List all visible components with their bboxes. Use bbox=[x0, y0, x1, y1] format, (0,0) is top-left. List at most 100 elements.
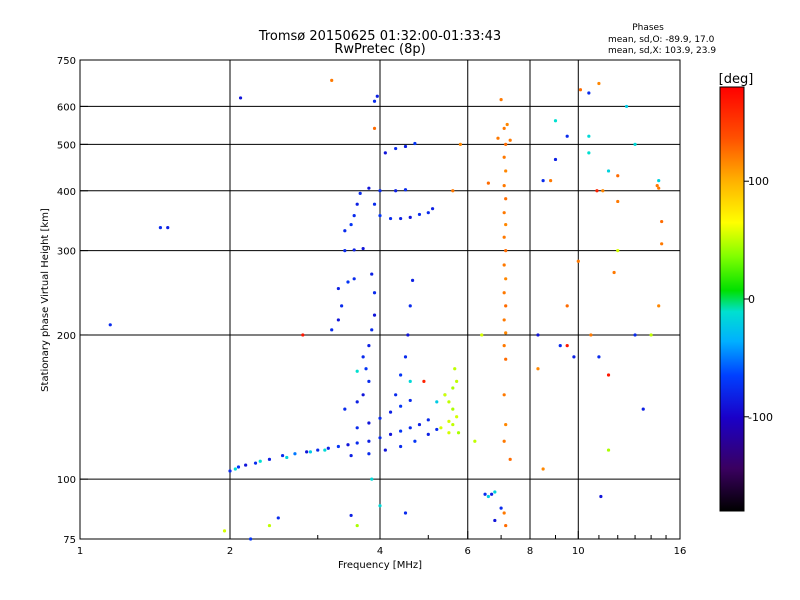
data-point bbox=[504, 422, 508, 427]
data-point bbox=[553, 157, 558, 162]
data-point bbox=[267, 457, 272, 461]
data-point bbox=[565, 344, 569, 348]
data-point bbox=[599, 494, 603, 499]
data-point bbox=[451, 386, 455, 390]
x-tick-label: 1 bbox=[77, 546, 83, 557]
data-point bbox=[541, 179, 545, 183]
y-tick-label: 75 bbox=[63, 535, 76, 546]
data-point bbox=[483, 492, 487, 496]
x-tick-label: 8 bbox=[527, 546, 533, 557]
data-point bbox=[293, 452, 297, 456]
data-point bbox=[378, 189, 382, 193]
data-point bbox=[361, 246, 365, 251]
data-point bbox=[502, 126, 506, 130]
data-point bbox=[435, 427, 439, 432]
data-point bbox=[612, 270, 616, 275]
data-point bbox=[367, 186, 371, 190]
data-point bbox=[355, 441, 359, 445]
data-point bbox=[267, 523, 272, 528]
data-point bbox=[346, 280, 350, 284]
x-tick-label: 2 bbox=[227, 546, 233, 557]
data-point bbox=[499, 506, 503, 510]
x-axis-label: Frequency [MHz] bbox=[338, 560, 422, 571]
data-point bbox=[536, 333, 540, 337]
x-tick-label: 16 bbox=[674, 546, 687, 557]
data-point bbox=[378, 213, 382, 218]
data-point bbox=[504, 222, 508, 227]
y-tick-label: 300 bbox=[57, 247, 76, 258]
data-point bbox=[352, 248, 356, 252]
data-point bbox=[504, 331, 508, 335]
data-point bbox=[323, 448, 327, 452]
data-point bbox=[473, 439, 477, 443]
data-point bbox=[166, 226, 170, 230]
data-point bbox=[372, 202, 377, 206]
data-point bbox=[403, 355, 408, 359]
data-point bbox=[549, 179, 553, 183]
data-point bbox=[394, 146, 398, 151]
data-point bbox=[355, 523, 359, 528]
data-point bbox=[372, 99, 377, 103]
y-axis-ticks: 75 100 200 300 400 500 600 750 bbox=[57, 56, 88, 546]
data-point bbox=[447, 431, 451, 435]
data-point bbox=[367, 421, 371, 425]
data-point bbox=[502, 439, 506, 443]
data-point bbox=[372, 313, 377, 317]
data-point bbox=[504, 304, 508, 308]
data-point bbox=[330, 328, 334, 332]
data-point bbox=[301, 333, 305, 337]
data-point bbox=[633, 142, 637, 146]
data-point bbox=[595, 189, 599, 193]
data-point bbox=[541, 467, 545, 471]
data-point bbox=[308, 450, 313, 454]
data-point bbox=[504, 277, 508, 281]
data-point bbox=[455, 415, 459, 419]
data-point bbox=[249, 537, 253, 541]
data-point bbox=[336, 444, 340, 449]
data-point bbox=[367, 452, 371, 456]
data-point bbox=[352, 213, 356, 218]
data-point bbox=[504, 142, 508, 146]
data-point bbox=[455, 379, 459, 383]
data-point bbox=[480, 333, 484, 337]
data-point bbox=[413, 141, 417, 146]
data-point bbox=[370, 477, 374, 481]
data-point bbox=[435, 400, 439, 404]
data-point bbox=[408, 426, 412, 430]
data-point bbox=[355, 202, 359, 206]
phases-o-stats: mean, sd,O: -89.9, 17.0 bbox=[608, 35, 715, 45]
data-point bbox=[496, 136, 500, 140]
data-point bbox=[403, 144, 408, 149]
data-point bbox=[253, 461, 258, 465]
data-point bbox=[641, 407, 645, 411]
data-point bbox=[285, 455, 289, 460]
data-point bbox=[505, 122, 509, 127]
data-point bbox=[502, 184, 506, 188]
data-point bbox=[502, 211, 506, 215]
data-point bbox=[417, 422, 422, 427]
data-point bbox=[502, 344, 506, 348]
data-point bbox=[408, 215, 412, 219]
data-point bbox=[443, 393, 447, 397]
data-point bbox=[504, 523, 508, 528]
data-point bbox=[502, 263, 506, 267]
data-point bbox=[553, 119, 558, 123]
data-point bbox=[349, 453, 353, 458]
data-point bbox=[660, 219, 664, 224]
data-point bbox=[343, 407, 347, 411]
data-point bbox=[370, 272, 374, 276]
data-point bbox=[346, 443, 350, 447]
colorbar-tick-label: 0 bbox=[748, 293, 755, 306]
data-point bbox=[486, 181, 490, 185]
y-tick-label: 100 bbox=[57, 475, 76, 486]
data-point bbox=[597, 81, 601, 86]
phases-x-stats: mean, sd,X: 103.9, 23.9 bbox=[608, 46, 716, 56]
data-point bbox=[447, 400, 451, 404]
data-point bbox=[383, 151, 387, 155]
data-point bbox=[349, 222, 353, 227]
data-point bbox=[343, 229, 347, 233]
data-point bbox=[589, 333, 593, 337]
data-point bbox=[403, 511, 408, 515]
data-point bbox=[399, 429, 403, 433]
